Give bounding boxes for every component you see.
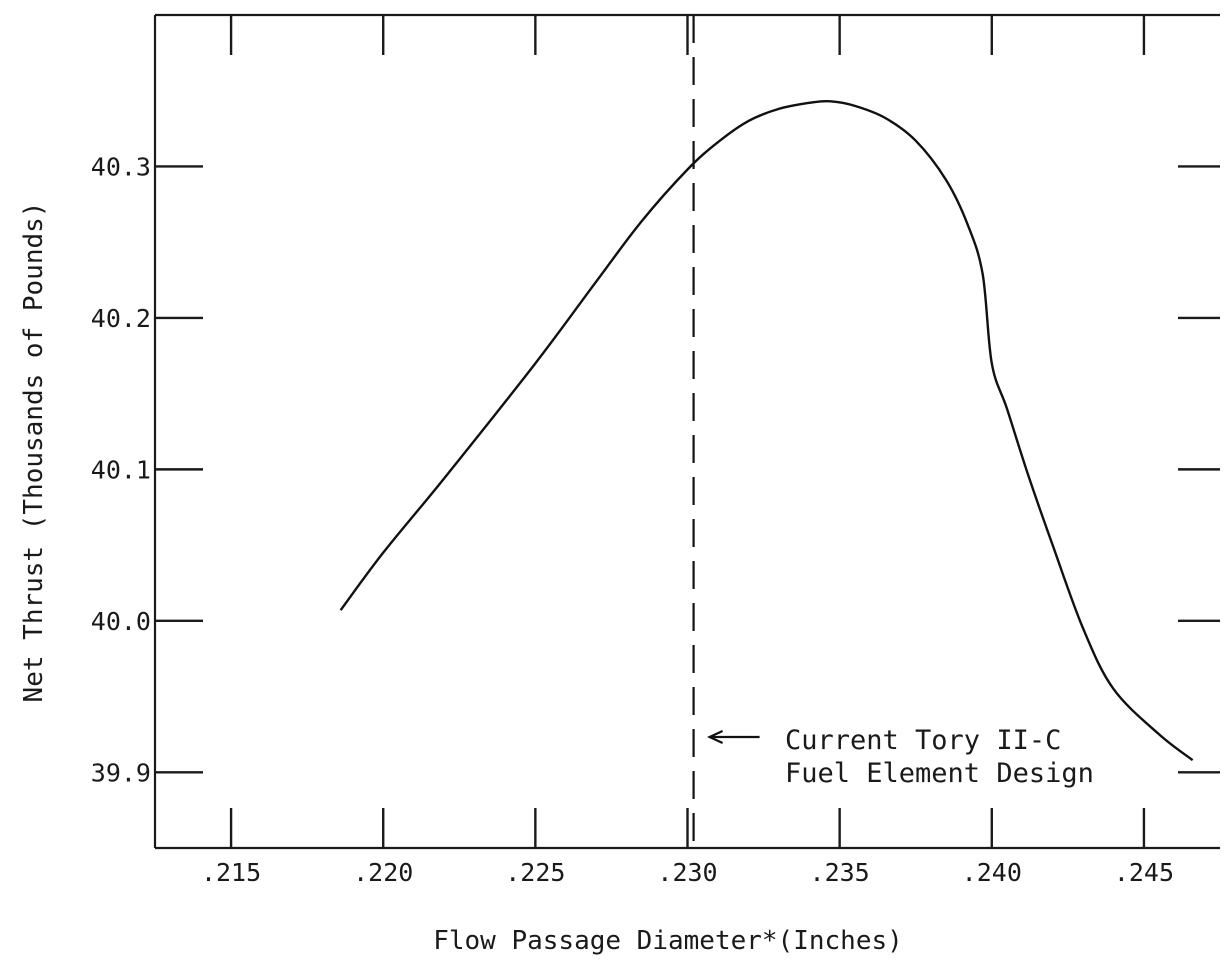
x-tick-label-6: .245 bbox=[1114, 858, 1174, 887]
y-tick-label-2: 40.1 bbox=[91, 455, 151, 484]
x-tick-label-5: .240 bbox=[962, 858, 1022, 887]
y-tick-label-1: 40.0 bbox=[91, 607, 151, 636]
series-line-0 bbox=[339, 99, 1194, 762]
x-tick-label-2: .225 bbox=[505, 858, 565, 887]
x-axis-ticks: .215 .220 .225 .230 .235 .240 .245 bbox=[201, 15, 1174, 887]
data-series bbox=[339, 99, 1194, 762]
annotation-line-2: Fuel Element Design bbox=[785, 758, 1094, 789]
y-tick-label-0: 39.9 bbox=[91, 758, 151, 787]
y-axis-ticks: 39.9 40.0 40.1 40.2 40.3 bbox=[91, 152, 1220, 787]
x-tick-label-0: .215 bbox=[201, 858, 261, 887]
x-tick-label-4: .235 bbox=[810, 858, 870, 887]
x-axis-title: Flow Passage Diameter*(Inches) bbox=[433, 926, 903, 956]
x-tick-label-1: .220 bbox=[353, 858, 413, 887]
y-tick-label-4: 40.3 bbox=[91, 152, 151, 181]
annotation-layer: Current Tory II-C Fuel Element Design bbox=[706, 725, 1094, 789]
annotation-arrow-head bbox=[706, 730, 724, 744]
x-tick-label-3: .230 bbox=[657, 858, 717, 887]
y-tick-label-3: 40.2 bbox=[91, 304, 151, 333]
annotation-line-1: Current Tory II-C bbox=[785, 725, 1061, 756]
plot-frame bbox=[153, 13, 1220, 850]
y-axis-title: Net Thrust (Thousands of Pounds) bbox=[19, 202, 49, 703]
